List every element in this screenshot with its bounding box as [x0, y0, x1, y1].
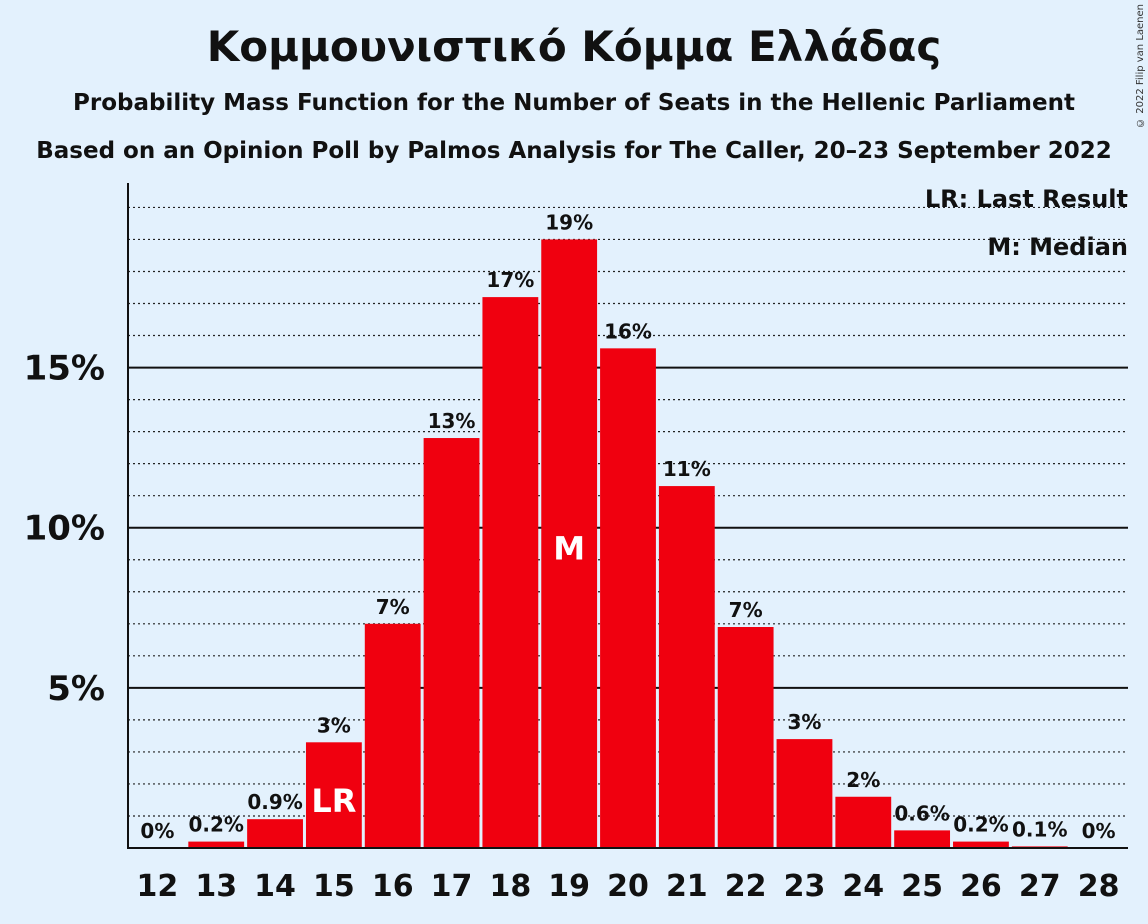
x-tick-label: 22 [725, 869, 767, 904]
data-label: 3% [317, 713, 351, 737]
legend-last-result: LR: Last Result [924, 185, 1128, 213]
data-label: 0.9% [247, 790, 302, 814]
x-tick-label: 18 [489, 869, 531, 904]
data-label: 0.2% [953, 813, 1008, 837]
data-label: 16% [604, 319, 652, 343]
bar [953, 841, 1009, 848]
bar [894, 830, 951, 848]
data-label: 7% [729, 598, 763, 622]
data-label: 0% [140, 819, 174, 843]
data-label: 11% [663, 457, 711, 481]
bar [776, 739, 833, 848]
bar [658, 486, 715, 848]
bar [188, 841, 245, 848]
x-tick-label: 23 [784, 869, 826, 904]
x-tick-label: 25 [901, 869, 943, 904]
data-label: 0.2% [189, 813, 244, 837]
x-tick-label: 17 [431, 869, 473, 904]
bar [717, 627, 774, 848]
x-tick-label: 24 [842, 869, 884, 904]
chart-source: Based on an Opinion Poll by Palmos Analy… [36, 138, 1112, 164]
data-label: 7% [376, 595, 410, 619]
last-result-marker: LR [311, 782, 356, 820]
data-label: 0.1% [1012, 817, 1067, 841]
bar [835, 796, 892, 848]
data-label: 13% [428, 409, 476, 433]
bar [423, 438, 480, 848]
x-tick-label: 15 [313, 869, 355, 904]
data-label: 19% [545, 210, 593, 234]
bar [600, 348, 656, 848]
chart-title: Κομμουνιστικό Κόμμα Ελλάδας [206, 22, 942, 71]
bar [247, 819, 303, 848]
data-label: 17% [486, 268, 534, 292]
y-tick-label: 15% [24, 349, 105, 389]
data-label: 0% [1082, 819, 1116, 843]
bar [482, 297, 539, 848]
data-label: 2% [846, 768, 880, 792]
x-tick-label: 16 [372, 869, 414, 904]
data-label: 0.6% [894, 801, 949, 825]
legend-median: M: Median [987, 233, 1128, 261]
x-tick-label: 27 [1019, 869, 1061, 904]
bar [364, 623, 421, 848]
x-tick-label: 28 [1078, 869, 1120, 904]
x-tick-label: 26 [960, 869, 1002, 904]
bar [541, 239, 598, 848]
x-tick-label: 20 [607, 869, 649, 904]
x-tick-label: 21 [666, 869, 708, 904]
bar [305, 742, 362, 848]
median-marker: M [553, 530, 585, 568]
data-label: 3% [787, 710, 821, 734]
x-tick-label: 12 [137, 869, 179, 904]
y-tick-label: 10% [24, 509, 105, 549]
x-tick-label: 13 [195, 869, 237, 904]
x-tick-label: 19 [548, 869, 590, 904]
x-tick-label: 14 [254, 869, 296, 904]
chart-subtitle: Probability Mass Function for the Number… [73, 90, 1075, 116]
y-tick-label: 5% [47, 669, 105, 709]
